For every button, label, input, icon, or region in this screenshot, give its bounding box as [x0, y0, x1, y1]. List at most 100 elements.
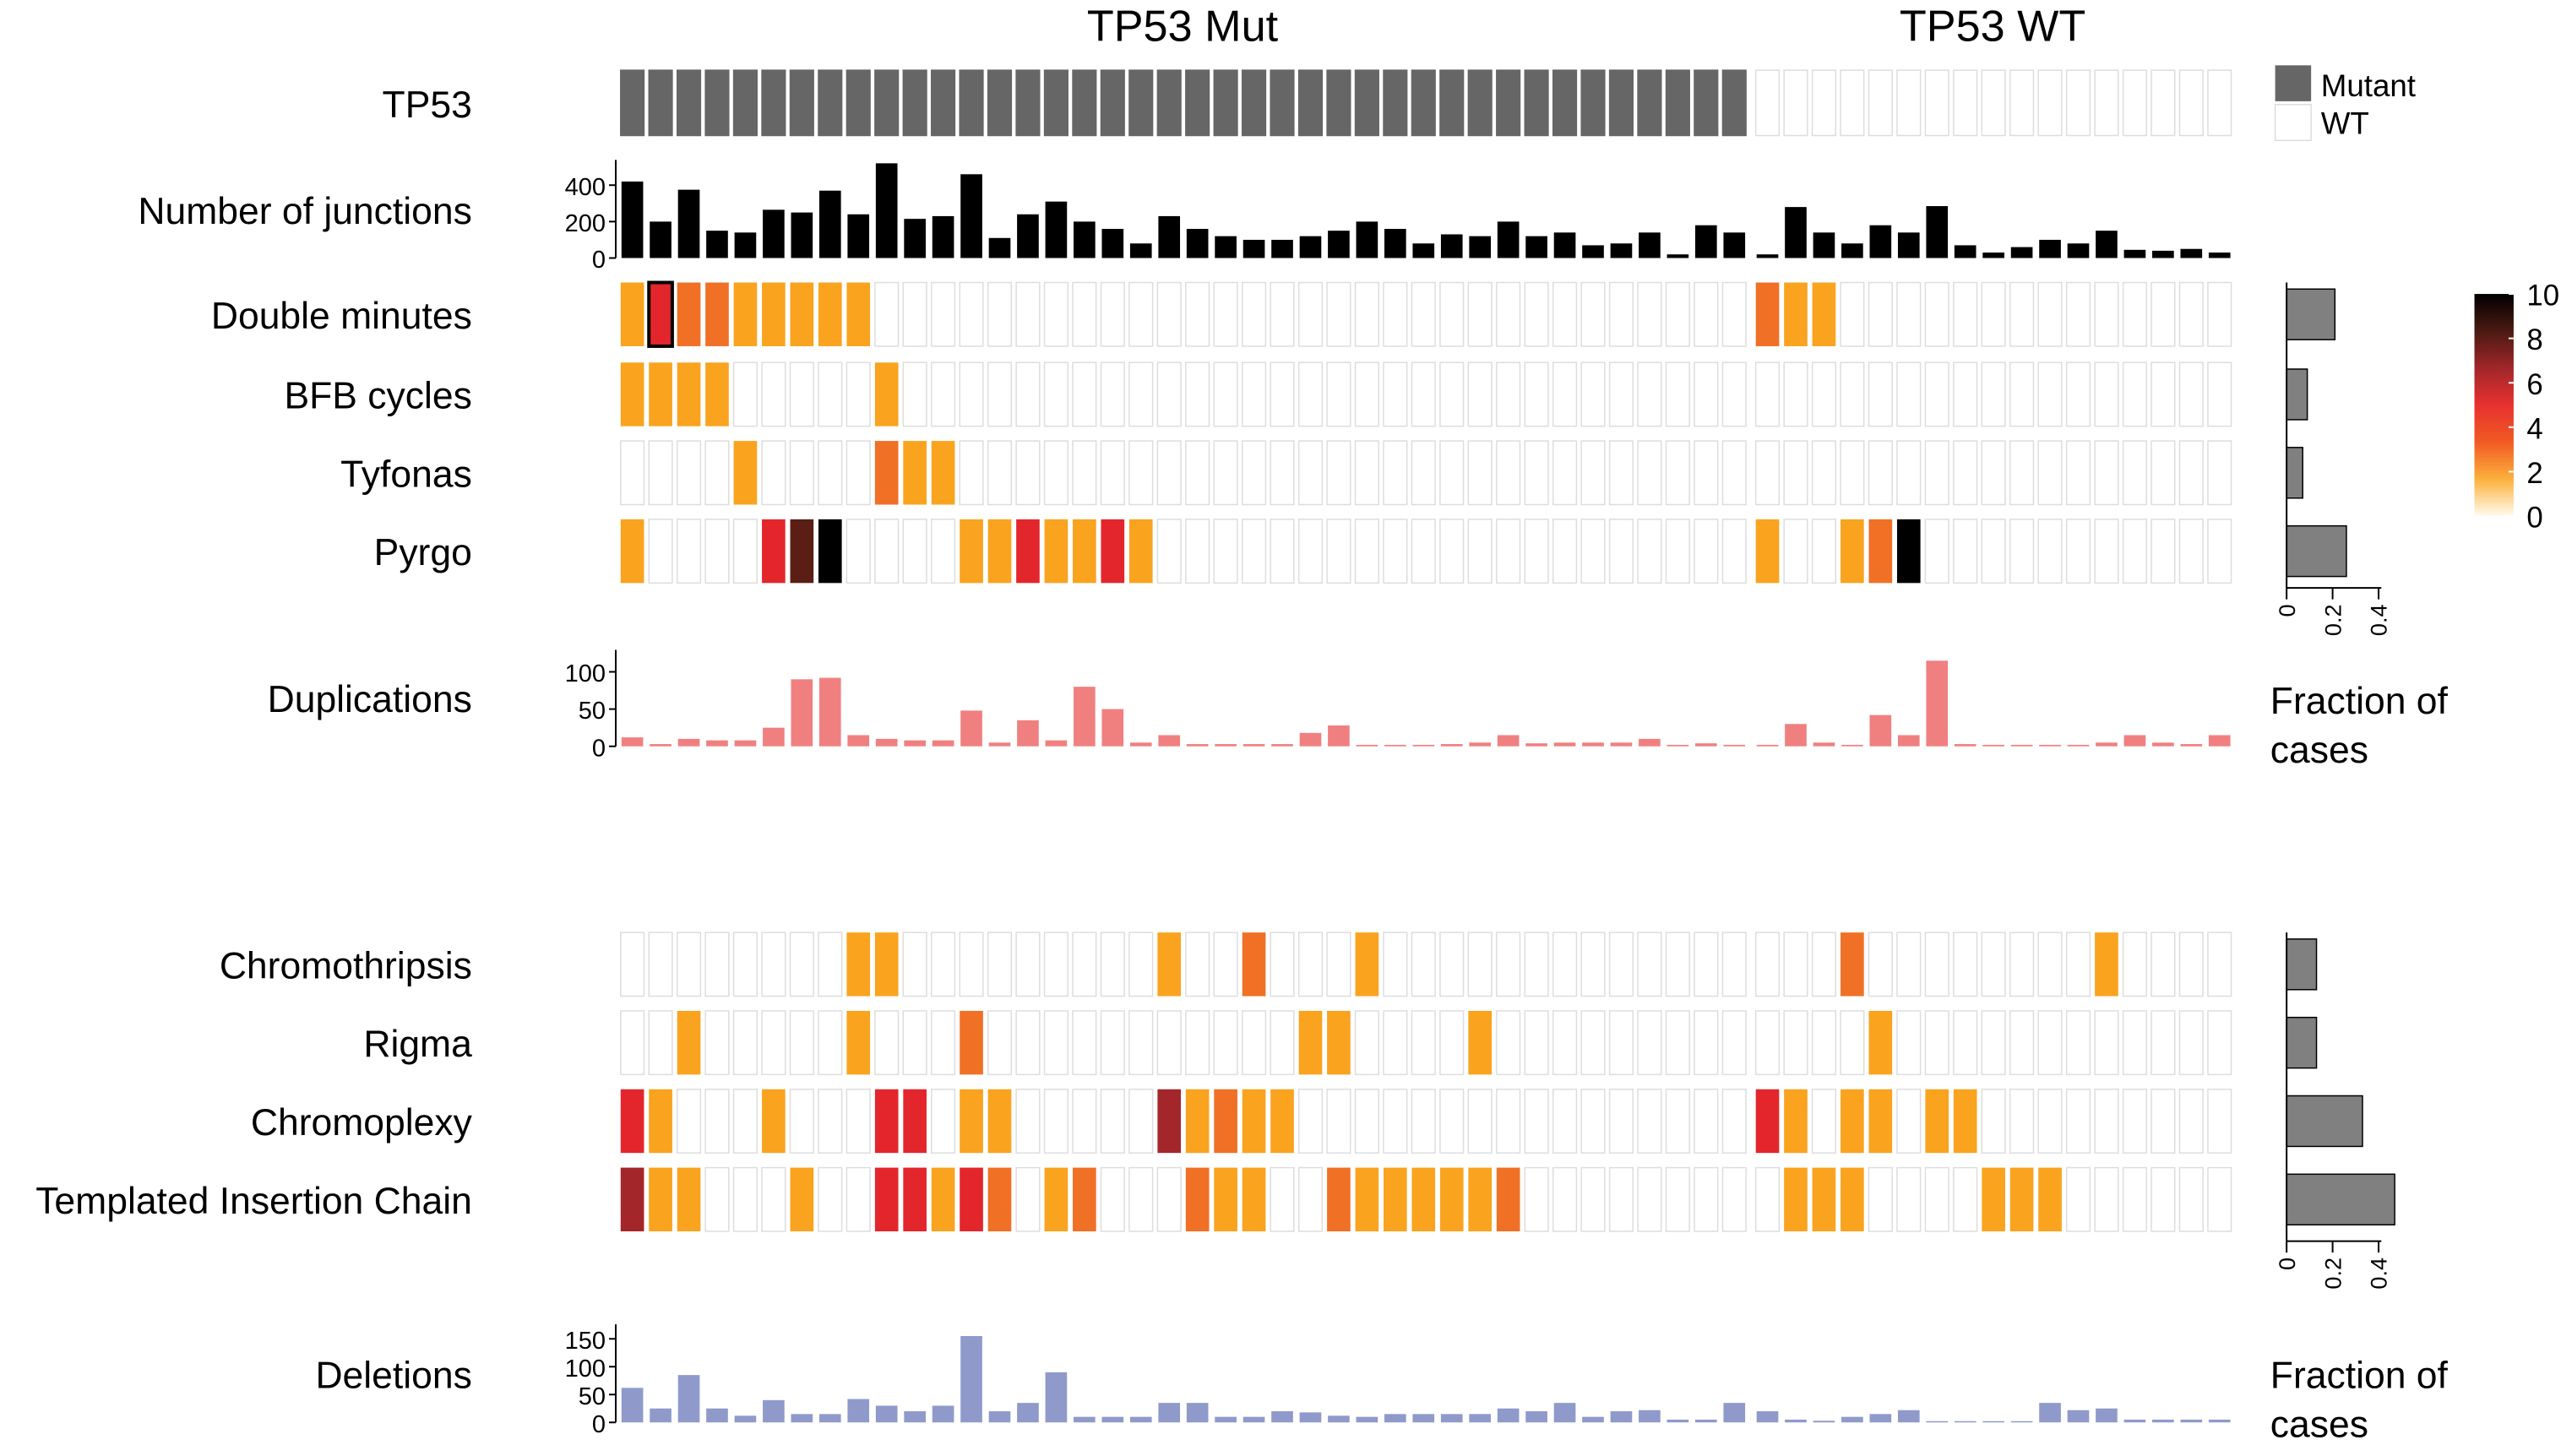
tp53-cell — [1580, 69, 1606, 137]
event-cell — [1355, 1167, 1379, 1231]
event-cell — [931, 1167, 955, 1231]
duplications-bar — [1813, 742, 1835, 747]
event-cell — [1242, 440, 1267, 506]
event-cell — [1411, 1167, 1436, 1231]
event-cell — [931, 281, 956, 347]
event-cell — [620, 932, 645, 997]
fraction-bar — [2286, 1016, 2318, 1069]
event-cell — [1411, 932, 1436, 997]
event-cell — [2065, 440, 2091, 506]
event-cell — [1496, 440, 1521, 506]
tp53-cell — [1665, 69, 1690, 137]
deletions-tick-label: 100 — [565, 1355, 606, 1383]
event-cell — [1754, 1010, 1781, 1076]
event-cell — [1524, 361, 1549, 427]
row-label-chromoplexy: Chromoplexy — [251, 1102, 473, 1144]
junctions-bar — [650, 221, 672, 258]
event-cell — [1721, 1089, 1747, 1154]
event-cell — [2207, 519, 2232, 584]
event-cell — [1841, 1167, 1864, 1231]
event-cell — [676, 440, 702, 506]
event-cell — [960, 1010, 983, 1075]
event-cell — [2207, 1166, 2232, 1232]
event-cell — [1924, 440, 1949, 506]
event-cell — [733, 282, 758, 346]
event-cell — [732, 932, 759, 997]
legend-wt-label: WT — [2321, 106, 2369, 141]
deletions-bar — [1497, 1408, 1520, 1423]
event-cell — [2038, 1167, 2062, 1231]
event-cell — [732, 519, 759, 584]
event-cell — [2178, 1166, 2204, 1232]
event-cell — [1214, 1089, 1237, 1154]
deletions-label: Deletions — [315, 1355, 471, 1397]
event-cell — [1383, 361, 1408, 427]
event-cell — [1128, 361, 1154, 427]
event-cell — [1981, 440, 2006, 506]
row-label-rigma: Rigma — [363, 1024, 472, 1065]
duplications-bar — [1841, 744, 1863, 747]
tp53-cell — [1754, 69, 1781, 137]
event-cell — [1840, 1010, 1865, 1076]
event-cell — [1637, 361, 1662, 427]
event-cell — [1552, 281, 1578, 347]
event-cell — [1694, 1010, 1719, 1076]
event-cell — [1953, 519, 1978, 584]
duplications-bar — [1610, 742, 1633, 747]
color-scale-tick-label: 10 — [2526, 280, 2559, 312]
event-cell — [704, 1010, 730, 1076]
junctions-bar — [1356, 221, 1378, 258]
junctions-bar — [1158, 215, 1181, 258]
event-cell — [1128, 1010, 1154, 1076]
event-cell — [2122, 361, 2147, 427]
event-cell — [1754, 440, 1781, 506]
duplications-bar — [2152, 742, 2174, 747]
deletions-bar — [1756, 1411, 1779, 1423]
event-cell — [1811, 519, 1837, 584]
event-cell — [2122, 1166, 2147, 1232]
event-cell — [1467, 440, 1493, 506]
event-cell — [1637, 440, 1662, 506]
tp53-cell — [2009, 69, 2035, 137]
duplications-bar — [2123, 735, 2146, 747]
junctions-bar — [1497, 221, 1520, 258]
event-cell — [649, 1167, 672, 1231]
junctions-bar — [1129, 243, 1152, 258]
event-cell — [959, 440, 984, 506]
color-scale-tick-label: 8 — [2526, 323, 2542, 356]
event-cell — [620, 440, 645, 506]
event-cell — [2150, 281, 2176, 347]
event-cell — [846, 282, 871, 346]
event-cell — [1128, 932, 1154, 997]
junctions-bar — [1412, 243, 1435, 258]
event-cell — [1355, 932, 1379, 997]
tp53-cell — [1783, 69, 1808, 137]
event-cell — [1784, 1167, 1808, 1231]
event-cell — [1383, 932, 1408, 997]
event-cell — [1044, 1167, 1068, 1231]
legend-mutant-swatch — [2275, 65, 2312, 101]
tp53-cell — [1242, 69, 1267, 137]
deletions-bar — [1129, 1416, 1152, 1423]
event-cell — [789, 1010, 814, 1076]
event-cell — [2207, 1089, 2232, 1154]
deletions-bar — [1045, 1372, 1068, 1423]
junctions-bar — [2180, 248, 2203, 258]
duplications-bar — [1129, 742, 1152, 747]
event-cell — [1073, 1167, 1096, 1231]
event-cell — [1270, 1010, 1295, 1076]
event-cell — [1467, 1089, 1493, 1154]
event-cell — [1637, 1166, 1662, 1232]
deletions-bar — [1356, 1416, 1378, 1423]
event-cell — [2150, 519, 2176, 584]
event-cell — [1015, 361, 1041, 427]
tp53-cell — [2065, 69, 2091, 137]
event-cell — [1185, 519, 1210, 584]
event-cell — [1981, 1010, 2006, 1076]
junctions-bar — [1215, 236, 1237, 258]
event-cell — [1840, 281, 1865, 347]
event-cell — [2009, 519, 2035, 584]
event-cell — [704, 1089, 730, 1154]
event-cell — [846, 1010, 871, 1075]
event-cell — [1953, 281, 1978, 347]
